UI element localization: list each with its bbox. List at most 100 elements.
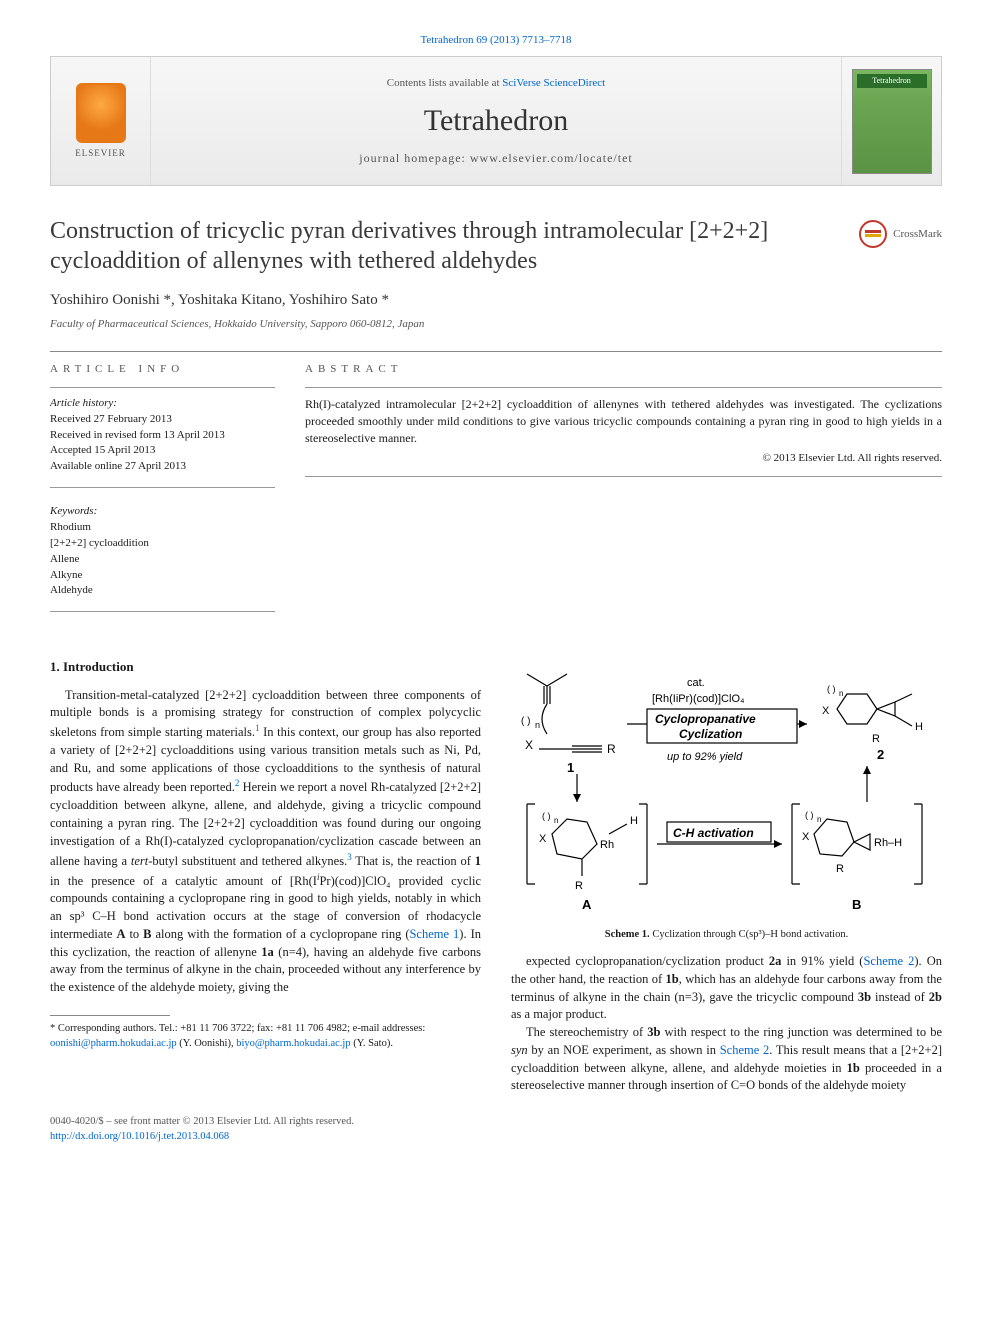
email-link[interactable]: biyo@pharm.hokudai.ac.jp xyxy=(236,1038,350,1049)
svg-text:( ): ( ) xyxy=(542,811,551,821)
scheme-link[interactable]: Scheme 2 xyxy=(863,954,914,968)
contents-lists-line: Contents lists available at SciVerse Sci… xyxy=(387,76,605,91)
keyword: Alkyne xyxy=(50,568,275,584)
svg-text:2: 2 xyxy=(877,747,884,762)
svg-text:cat.: cat. xyxy=(687,677,705,689)
divider xyxy=(50,351,942,352)
title-block: Construction of tricyclic pyran derivati… xyxy=(50,216,942,276)
homepage-label: journal homepage: xyxy=(359,151,470,165)
article-title: Construction of tricyclic pyran derivati… xyxy=(50,216,942,276)
keywords-label: Keywords: xyxy=(50,504,275,519)
svg-text:B: B xyxy=(852,897,861,912)
abstract-heading: ABSTRACT xyxy=(305,362,942,381)
publisher-name: ELSEVIER xyxy=(75,147,126,160)
svg-text:C-H activation: C-H activation xyxy=(673,826,754,840)
svg-text:H: H xyxy=(915,721,923,733)
keyword: Aldehyde xyxy=(50,583,275,599)
text: expected cyclopropanation/cyclization pr… xyxy=(526,954,769,968)
svg-text:Cyclopropanative: Cyclopropanative xyxy=(655,712,756,726)
authors-text: Yoshihiro Oonishi *, Yoshitaka Kitano, Y… xyxy=(50,292,389,308)
abstract-copyright: © 2013 Elsevier Ltd. All rights reserved… xyxy=(305,451,942,466)
journal-cover-icon: Tetrahedron xyxy=(852,69,932,174)
crossmark-badge[interactable]: CrossMark xyxy=(859,220,942,248)
footnote-name: (Y. Sato). xyxy=(351,1038,393,1049)
svg-text:Cyclization: Cyclization xyxy=(679,727,742,741)
scheme-1-figure: ( ) n X R 1 xyxy=(511,654,942,943)
text: in the presence of a catalytic amount of… xyxy=(50,874,317,888)
footnote-separator xyxy=(50,1015,170,1016)
banner-center: Contents lists available at SciVerse Sci… xyxy=(151,57,841,185)
compound-number: 2a xyxy=(769,954,782,968)
history-received: Received 27 February 2013 xyxy=(50,412,275,428)
text: The stereochemistry of xyxy=(526,1025,647,1039)
text: with respect to the ring junction was de… xyxy=(660,1025,942,1039)
text: That is, the reaction of xyxy=(352,854,475,868)
divider xyxy=(305,476,942,477)
scheme-1-svg: ( ) n X R 1 xyxy=(517,654,937,924)
intro-paragraph: Transition-metal-catalyzed [2+2+2] cyclo… xyxy=(50,687,481,997)
svg-text:Rh–H: Rh–H xyxy=(874,837,902,849)
svg-text:up to 92% yield: up to 92% yield xyxy=(667,751,743,763)
journal-header-banner: ELSEVIER Contents lists available at Sci… xyxy=(50,56,942,186)
sciencedirect-link[interactable]: SciVerse ScienceDirect xyxy=(502,77,605,89)
text: by an NOE experiment, as shown in xyxy=(528,1043,720,1057)
left-column: 1. Introduction Transition-metal-catalyz… xyxy=(50,650,481,1095)
journal-homepage: journal homepage: www.elsevier.com/locat… xyxy=(359,150,632,167)
body-columns: 1. Introduction Transition-metal-catalyz… xyxy=(50,650,942,1095)
svg-text:X: X xyxy=(525,738,533,752)
history-label: Article history: xyxy=(50,396,275,411)
scheme-link[interactable]: Scheme 1 xyxy=(409,927,459,941)
history-revised: Received in revised form 13 April 2013 xyxy=(50,428,275,444)
doi-link[interactable]: http://dx.doi.org/10.1016/j.tet.2013.04.… xyxy=(50,1131,229,1142)
text: as a major product. xyxy=(511,1007,607,1021)
svg-text:1: 1 xyxy=(567,760,574,775)
compound-number: 1 xyxy=(475,854,481,868)
homepage-url: www.elsevier.com/locate/tet xyxy=(470,151,633,165)
abstract-text: Rh(I)-catalyzed intramolecular [2+2+2] c… xyxy=(305,396,942,446)
svg-text:X: X xyxy=(802,831,810,843)
compound-number: 3b xyxy=(858,990,871,1004)
compound-number: 1b xyxy=(847,1061,860,1075)
svg-text:( ): ( ) xyxy=(521,716,530,727)
svg-text:[Rh(IiPr)(cod)]ClO₄: [Rh(IiPr)(cod)]ClO₄ xyxy=(652,693,745,705)
text: along with the formation of a cyclopropa… xyxy=(152,927,410,941)
footnote-text: Corresponding authors. Tel.: +81 11 706 … xyxy=(55,1023,425,1034)
publisher-logo-box: ELSEVIER xyxy=(51,57,151,185)
text: in 91% yield ( xyxy=(781,954,863,968)
email-link[interactable]: oonishi@pharm.hokudai.ac.jp xyxy=(50,1038,177,1049)
text: to xyxy=(125,927,143,941)
svg-text:R: R xyxy=(872,733,880,745)
text-italic: tert xyxy=(131,854,148,868)
svg-text:R: R xyxy=(575,880,583,892)
scheme-link[interactable]: Scheme 2 xyxy=(720,1043,770,1057)
article-info-heading: ARTICLE INFO xyxy=(50,362,275,381)
affiliation: Faculty of Pharmaceutical Sciences, Hokk… xyxy=(50,317,942,332)
svg-text:n: n xyxy=(554,816,558,825)
text: -butyl substituent and tethered alkynes. xyxy=(148,854,347,868)
section-heading-introduction: 1. Introduction xyxy=(50,658,481,676)
compound-letter: B xyxy=(143,927,151,941)
keyword: Rhodium xyxy=(50,520,275,536)
svg-text:R: R xyxy=(607,742,616,756)
right-paragraph-2: The stereochemistry of 3b with respect t… xyxy=(511,1024,942,1095)
svg-text:A: A xyxy=(582,897,592,912)
svg-text:n: n xyxy=(535,720,540,730)
compound-number: 2b xyxy=(929,990,942,1004)
front-matter-line: 0040-4020/$ – see front matter © 2013 El… xyxy=(50,1115,942,1130)
divider xyxy=(305,387,942,388)
divider xyxy=(50,487,275,488)
cover-title: Tetrahedron xyxy=(853,75,931,86)
divider xyxy=(50,387,275,388)
svg-text:( ): ( ) xyxy=(805,810,814,820)
svg-text:n: n xyxy=(817,815,821,824)
history-accepted: Accepted 15 April 2013 xyxy=(50,443,275,459)
scheme-caption-text: Cyclization through C(sp³)–H bond activa… xyxy=(650,929,849,940)
keyword: [2+2+2] cycloaddition xyxy=(50,536,275,552)
text-italic: syn xyxy=(511,1043,528,1057)
compound-number: 1a xyxy=(261,945,274,959)
compound-number: 3b xyxy=(647,1025,660,1039)
crossmark-label: CrossMark xyxy=(893,227,942,242)
top-citation-link[interactable]: Tetrahedron 69 (2013) 7713–7718 xyxy=(420,34,571,46)
history-online: Available online 27 April 2013 xyxy=(50,459,275,475)
scheme-1-caption: Scheme 1. Cyclization through C(sp³)–H b… xyxy=(605,928,848,943)
